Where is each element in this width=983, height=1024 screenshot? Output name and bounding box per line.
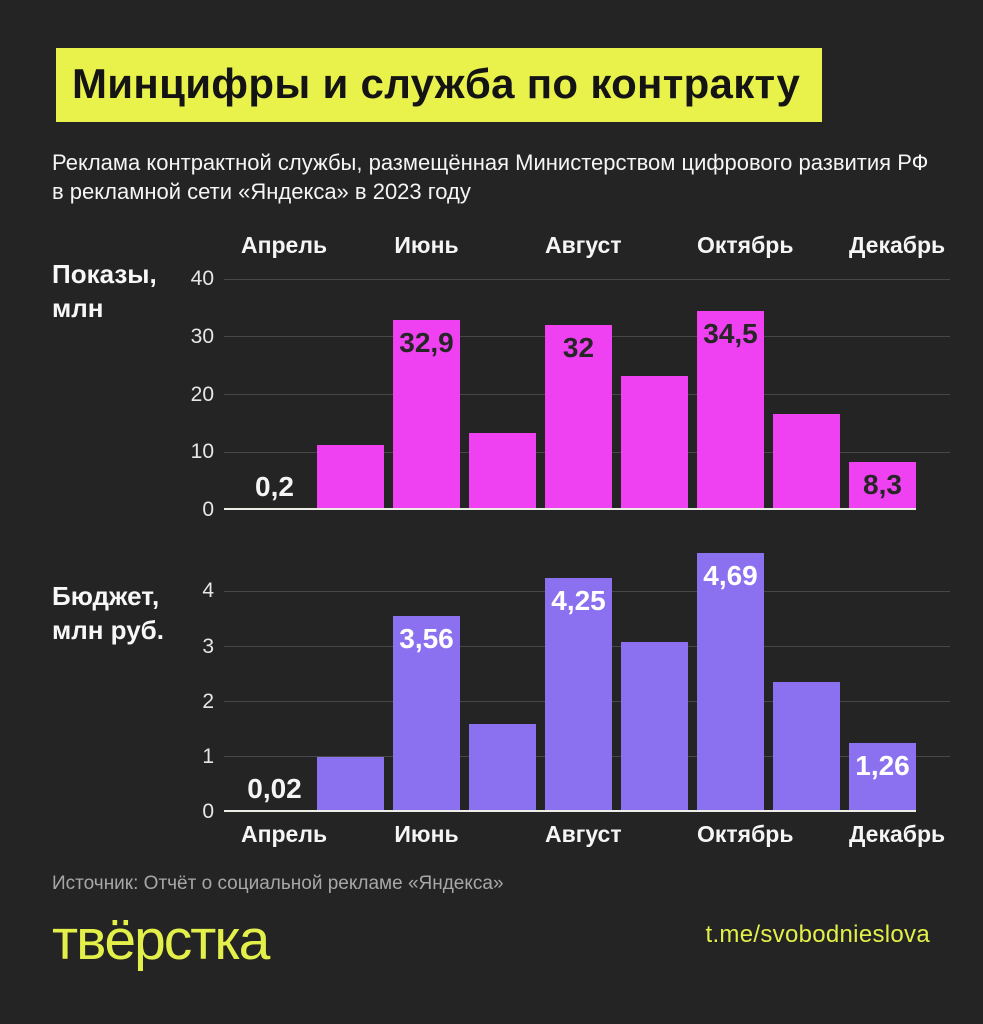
footer: твёрстка t.me/svobodnieslova bbox=[52, 907, 930, 973]
chart-impressions-plot-area: 40 30 20 10 0 0,2 32,9 32 34,5 8,3 bbox=[191, 267, 950, 521]
bar-август: 4,25 bbox=[545, 577, 612, 813]
y-tick-label: 2 bbox=[202, 689, 214, 713]
bar-декабрь: 8,3 bbox=[849, 462, 916, 511]
chart-impressions: Показы, млн Апрель Июнь Август Октябрь Декаб… bbox=[52, 231, 950, 521]
bar-октябрь: 4,69 bbox=[697, 553, 764, 813]
gridline bbox=[224, 278, 950, 280]
bar-декабрь: 1,26 bbox=[849, 742, 916, 813]
page-title: Минцифры и служба по контракту bbox=[56, 48, 823, 122]
y-tick-label: 0 bbox=[202, 498, 214, 522]
bar-value-label: 0,02 bbox=[247, 773, 302, 805]
bar-value-label: 8,3 bbox=[863, 469, 902, 501]
month-label: Октябрь bbox=[697, 820, 794, 847]
bar-value-label: 0,2 bbox=[255, 471, 294, 503]
y-tick-label: 3 bbox=[202, 634, 214, 658]
chart-budget-plot-column: 4 3 2 1 0 0,02 3,56 4,25 4,69 1,26 Апрель Июнь Авгу… bbox=[202, 550, 950, 847]
y-tick-label: 0 bbox=[202, 800, 214, 824]
x-axis-months-top: Апрель Июнь Август Октябрь Декабрь bbox=[224, 231, 946, 258]
bar-июль bbox=[469, 723, 536, 813]
y-tick-label: 1 bbox=[202, 744, 214, 768]
chart-title-line: млн руб. bbox=[52, 614, 164, 645]
bar-май bbox=[317, 756, 384, 813]
y-tick-label: 4 bbox=[202, 579, 214, 603]
month-label: Декабрь bbox=[849, 820, 946, 847]
month-label: Декабрь bbox=[849, 231, 946, 258]
verstka-logo: твёрстка bbox=[52, 908, 270, 973]
telegram-link[interactable]: t.me/svobodnieslova bbox=[705, 921, 930, 949]
month-label: Июнь bbox=[394, 231, 459, 258]
chart-impressions-plot-column: Апрель Июнь Август Октябрь Декабрь 40 30 20 10 0… bbox=[191, 231, 950, 521]
source-note: Источник: Отчёт о социальной рекламе «Ян… bbox=[52, 873, 504, 895]
y-tick-label: 20 bbox=[190, 382, 214, 406]
month-label: Апрель bbox=[241, 820, 328, 847]
bar-ноябрь bbox=[773, 682, 840, 813]
bar-value-label: 34,5 bbox=[703, 317, 758, 349]
bar-value-label: 4,25 bbox=[551, 584, 606, 616]
chart-title-line: Показы, bbox=[52, 259, 157, 290]
x-axis-months-bottom: Апрель Июнь Август Октябрь Декабрь bbox=[224, 820, 946, 847]
month-label: Август bbox=[545, 231, 622, 258]
bars-row: 0,2 32,9 32 34,5 8,3 bbox=[241, 310, 916, 511]
y-tick-label: 10 bbox=[190, 440, 214, 464]
month-label: Июнь bbox=[394, 820, 459, 847]
month-label: Апрель bbox=[241, 231, 328, 258]
chart-budget-plot-area: 4 3 2 1 0 0,02 3,56 4,25 4,69 1,26 bbox=[202, 550, 950, 823]
bar-value-label: 1,26 bbox=[855, 749, 910, 781]
chart-title-line: Бюджет, bbox=[52, 581, 160, 612]
x-axis-baseline bbox=[224, 508, 916, 511]
bar-июнь: 32,9 bbox=[393, 320, 460, 511]
bar-август: 32 bbox=[545, 325, 612, 511]
y-tick-label: 30 bbox=[190, 324, 214, 348]
bar-value-label: 32 bbox=[562, 332, 595, 364]
bar-июнь: 3,56 bbox=[393, 615, 460, 813]
month-label: Октябрь bbox=[697, 231, 794, 258]
bar-ноябрь bbox=[773, 414, 840, 511]
chart-budget-title: Бюджет, млн руб. bbox=[52, 550, 224, 847]
month-label: Август bbox=[545, 820, 622, 847]
chart-budget: Бюджет, млн руб. 4 3 2 1 0 0,02 3,56 4,25 4,69 1,… bbox=[52, 550, 950, 847]
y-tick-label: 40 bbox=[190, 267, 214, 291]
bars-row: 0,02 3,56 4,25 4,69 1,26 bbox=[241, 553, 916, 813]
bar-value-label: 4,69 bbox=[703, 560, 758, 592]
page-subtitle: Реклама контрактной службы, размещённая … bbox=[52, 150, 929, 205]
bar-июль bbox=[469, 433, 536, 511]
bar-сентябрь bbox=[621, 642, 688, 813]
bar-май bbox=[317, 445, 384, 511]
bar-value-label: 32,9 bbox=[399, 327, 454, 359]
bar-value-label: 3,56 bbox=[399, 622, 454, 654]
bar-сентябрь bbox=[621, 375, 688, 511]
chart-title-line: млн bbox=[52, 292, 104, 323]
x-axis-baseline bbox=[224, 810, 916, 813]
chart-impressions-title: Показы, млн bbox=[52, 232, 224, 510]
bar-октябрь: 34,5 bbox=[697, 310, 764, 511]
